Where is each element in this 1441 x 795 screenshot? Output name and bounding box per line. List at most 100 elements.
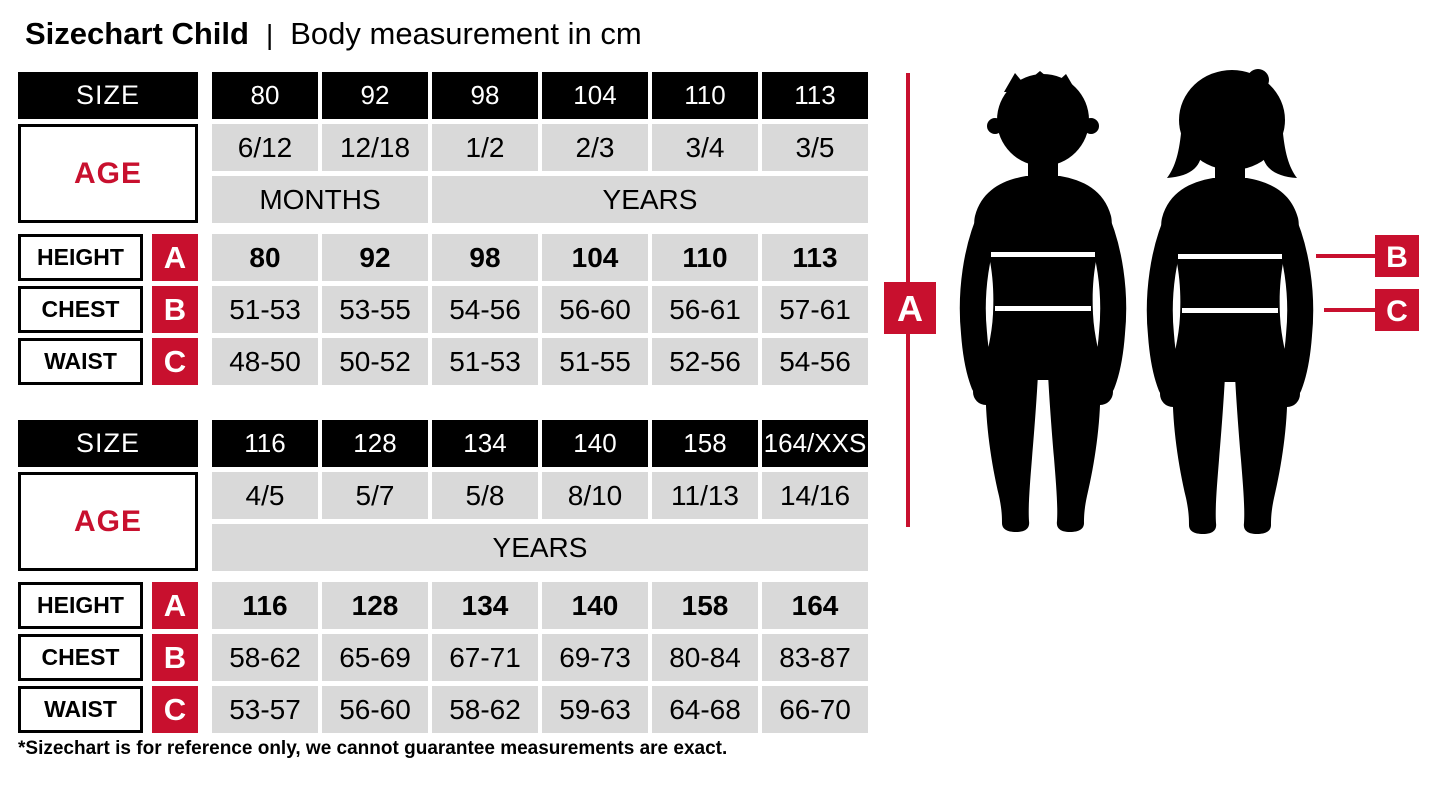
marker-b-box xyxy=(1375,235,1419,277)
table-cell: 104 xyxy=(542,234,648,281)
marker-c-box xyxy=(1375,289,1419,331)
age-units-row: MONTHS YEARS xyxy=(212,176,868,223)
marker-a-letter: A xyxy=(897,288,923,329)
marker-a-badge: A xyxy=(152,234,198,281)
table-cell: 128 xyxy=(322,582,428,629)
marker-b-letter: B xyxy=(1386,241,1408,274)
table-cell: 53-57 xyxy=(212,686,318,733)
table-cell: 8/10 xyxy=(542,472,648,519)
waist-values-row: 53-57 56-60 58-62 59-63 64-68 66-70 xyxy=(212,686,868,733)
table-cell: 1/2 xyxy=(432,124,538,171)
marker-b-badge: B xyxy=(152,634,198,681)
age-units-row: YEARS xyxy=(212,524,868,571)
table-cell: 140 xyxy=(542,582,648,629)
table-cell: 5/7 xyxy=(322,472,428,519)
age-row-label: AGE xyxy=(18,472,198,571)
chest-marker-b: B xyxy=(1316,235,1419,277)
chest-values-row: 51-53 53-55 54-56 56-60 56-61 57-61 xyxy=(212,286,868,333)
age-values-row: 4/5 5/7 5/8 8/10 11/13 14/16 xyxy=(212,472,868,519)
table-cell: 4/5 xyxy=(212,472,318,519)
chest-row-label: CHEST xyxy=(18,286,143,333)
table-cell: 80-84 xyxy=(652,634,758,681)
table-cell: 92 xyxy=(322,72,428,119)
table-cell: 113 xyxy=(762,234,868,281)
boy-silhouette-icon xyxy=(959,71,1127,532)
table-cell: 56-61 xyxy=(652,286,758,333)
marker-c-badge: C xyxy=(152,686,198,733)
girl-chest-line xyxy=(1178,254,1282,259)
chest-row-label: CHEST xyxy=(18,634,143,681)
table-cell: 92 xyxy=(322,234,428,281)
table-cell: 51-53 xyxy=(432,338,538,385)
table-cell: 83-87 xyxy=(762,634,868,681)
age-unit-cell: MONTHS xyxy=(212,176,428,223)
size-values-row: 80 92 98 104 110 113 xyxy=(212,72,868,119)
girl-waist-line xyxy=(1182,308,1278,313)
chest-values-row: 58-62 65-69 67-71 69-73 80-84 83-87 xyxy=(212,634,868,681)
table-cell: 134 xyxy=(432,420,538,467)
table-cell: 51-53 xyxy=(212,286,318,333)
table-cell: 116 xyxy=(212,582,318,629)
table-cell: 113 xyxy=(762,72,868,119)
title-subtitle: Body measurement in cm xyxy=(290,16,642,51)
table-cell: 56-60 xyxy=(542,286,648,333)
table-cell: 104 xyxy=(542,72,648,119)
marker-a-box xyxy=(884,282,936,334)
measurement-figure: A xyxy=(880,60,1441,540)
waist-values-row: 48-50 50-52 51-53 51-55 52-56 54-56 xyxy=(212,338,868,385)
table-cell: 57-61 xyxy=(762,286,868,333)
table-cell: 80 xyxy=(212,234,318,281)
table-cell: 158 xyxy=(652,420,758,467)
table-cell: 14/16 xyxy=(762,472,868,519)
marker-b-badge: B xyxy=(152,286,198,333)
table-cell: 64-68 xyxy=(652,686,758,733)
waist-row-label: WAIST xyxy=(18,338,143,385)
table-cell: 110 xyxy=(652,234,758,281)
age-unit-cell: YEARS xyxy=(212,524,868,571)
table-cell: 12/18 xyxy=(322,124,428,171)
table-cell: 80 xyxy=(212,72,318,119)
table-cell: 164 xyxy=(762,582,868,629)
table-cell: 116 xyxy=(212,420,318,467)
table-cell: 110 xyxy=(652,72,758,119)
title-separator: | xyxy=(265,19,274,50)
table-cell: 50-52 xyxy=(322,338,428,385)
table-cell: 3/4 xyxy=(652,124,758,171)
table-cell: 54-56 xyxy=(432,286,538,333)
marker-c-letter: C xyxy=(1386,295,1408,328)
height-row-label: HEIGHT xyxy=(18,234,143,281)
age-values-row: 6/12 12/18 1/2 2/3 3/4 3/5 xyxy=(212,124,868,171)
page-title: Sizechart Child | Body measurement in cm xyxy=(25,14,642,55)
age-row-label: AGE xyxy=(18,124,198,223)
table-cell: 128 xyxy=(322,420,428,467)
table-cell: 158 xyxy=(652,582,758,629)
marker-c-badge: C xyxy=(152,338,198,385)
table-cell: 140 xyxy=(542,420,648,467)
size-row-label: SIZE xyxy=(18,420,198,467)
table-cell: 66-70 xyxy=(762,686,868,733)
table-cell: 5/8 xyxy=(432,472,538,519)
footnote: *Sizechart is for reference only, we can… xyxy=(18,738,728,759)
table-cell: 164/XXS xyxy=(762,420,868,467)
marker-a-badge: A xyxy=(152,582,198,629)
table-cell: 48-50 xyxy=(212,338,318,385)
table-cell: 58-62 xyxy=(432,686,538,733)
height-values-row: 116 128 134 140 158 164 xyxy=(212,582,868,629)
table-cell: 65-69 xyxy=(322,634,428,681)
table-cell: 134 xyxy=(432,582,538,629)
girl-silhouette-icon xyxy=(1146,69,1314,534)
table-cell: 53-55 xyxy=(322,286,428,333)
table-cell: 52-56 xyxy=(652,338,758,385)
table-cell: 98 xyxy=(432,234,538,281)
table-cell: 56-60 xyxy=(322,686,428,733)
table-cell: 51-55 xyxy=(542,338,648,385)
title-main: Sizechart Child xyxy=(25,16,249,51)
waist-row-label: WAIST xyxy=(18,686,143,733)
boy-chest-line xyxy=(991,252,1095,257)
height-values-row: 80 92 98 104 110 113 xyxy=(212,234,868,281)
table-cell: 3/5 xyxy=(762,124,868,171)
table-cell: 98 xyxy=(432,72,538,119)
table-cell: 2/3 xyxy=(542,124,648,171)
table-cell: 54-56 xyxy=(762,338,868,385)
sizechart-table-2: SIZE AGE HEIGHT A CHEST B WAIST C 116 128… xyxy=(18,420,869,733)
